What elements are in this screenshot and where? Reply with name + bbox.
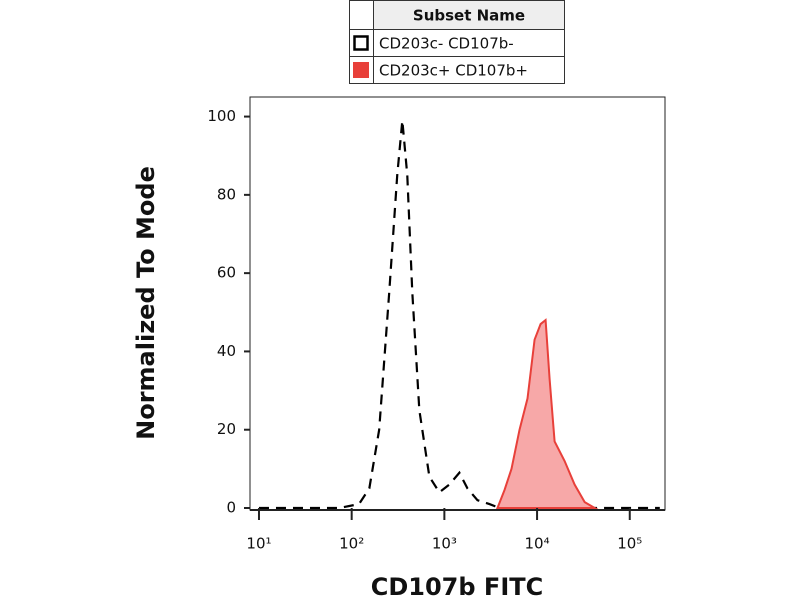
legend-swatch: [353, 35, 369, 51]
area: [496, 318, 599, 509]
y-tick-label: 60: [217, 264, 236, 282]
legend: Subset Name CD203c- CD107b- CD203c+ CD107…: [349, 0, 565, 84]
legend-swatch: [353, 62, 369, 78]
y-tick-label: 40: [217, 342, 236, 360]
legend-label: CD203c+ CD107b+: [379, 62, 528, 80]
legend-header-bg: [374, 1, 564, 29]
legend-frame: [349, 0, 565, 84]
x-tick-label: 10¹: [246, 535, 271, 553]
y-tick-label: 20: [217, 420, 236, 438]
x-tick-label: 10²: [339, 535, 364, 553]
legend-title: Subset Name: [413, 7, 525, 25]
x-tick-label: 10⁵: [617, 535, 642, 553]
plot-frame: [249, 96, 666, 511]
y-tick-label: 100: [207, 107, 236, 125]
legend-label: CD203c- CD107b-: [379, 35, 514, 53]
line: [258, 120, 660, 510]
y-tick-label: 80: [217, 185, 236, 203]
x-tick-label: 10³: [432, 535, 457, 553]
y-tick-label: 0: [226, 499, 236, 517]
x-axis-title: CD107b FITC: [371, 573, 543, 600]
x-tick-label: 10⁴: [525, 535, 550, 553]
y-axis-title: Normalized To Mode: [132, 166, 160, 440]
